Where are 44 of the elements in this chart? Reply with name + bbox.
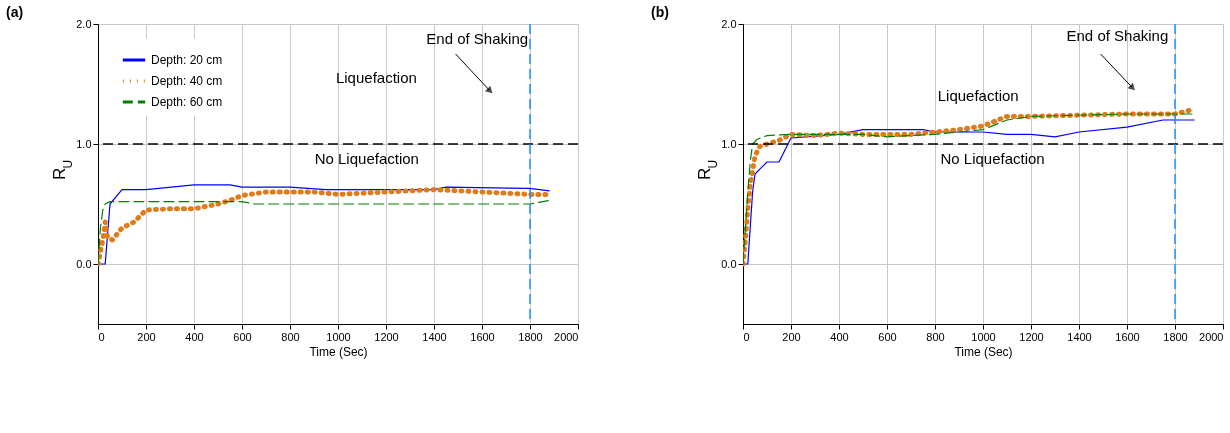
y-tick-label: 1.0 xyxy=(721,137,737,150)
y-tick-label: 2.0 xyxy=(721,17,737,30)
x-tick-label: 1400 xyxy=(422,330,447,343)
x-tick-label: 400 xyxy=(830,330,849,343)
y-axis-title: RU xyxy=(695,159,720,180)
annotation: No Liquefaction xyxy=(314,150,419,167)
x-tick-label: 1600 xyxy=(1115,330,1140,343)
x-tick-label: 1400 xyxy=(1067,330,1092,343)
x-tick-label: 0 xyxy=(743,330,750,343)
x-axis-title: Time (Sec) xyxy=(309,344,368,359)
y-axis-title: RU xyxy=(50,159,75,180)
x-tick-label: 1000 xyxy=(971,330,996,343)
legend-label: Depth: 60 cm xyxy=(151,95,223,109)
legend-label: Depth: 40 cm xyxy=(151,74,223,88)
chart-title: (a) xyxy=(6,4,24,20)
x-axis-title: Time (Sec) xyxy=(954,344,1013,359)
x-tick-label: 0 xyxy=(98,330,105,343)
y-tick-label: 1.0 xyxy=(76,137,92,150)
x-tick-label: 600 xyxy=(233,330,252,343)
x-tick-label: 400 xyxy=(185,330,204,343)
x-tick-label: 200 xyxy=(137,330,156,343)
x-tick-label: 1200 xyxy=(1019,330,1044,343)
x-tick-label: 1600 xyxy=(470,330,495,343)
y-tick-label: 0.0 xyxy=(721,257,737,270)
x-tick-label: 800 xyxy=(926,330,945,343)
legend-label: Depth: 20 cm xyxy=(151,53,223,67)
x-tick-label: 2000 xyxy=(554,330,579,343)
x-tick-label: 200 xyxy=(782,330,801,343)
annotation: Liquefaction xyxy=(335,69,417,86)
annotation: End of Shaking xyxy=(426,30,529,47)
x-tick-label: 1800 xyxy=(518,330,543,343)
chart-title: (b) xyxy=(651,4,669,20)
y-tick-label: 2.0 xyxy=(76,17,92,30)
x-tick-label: 600 xyxy=(878,330,897,343)
annotation: Liquefaction xyxy=(937,87,1019,104)
x-tick-label: 1800 xyxy=(1163,330,1188,343)
annotation: End of Shaking xyxy=(1066,27,1169,44)
y-tick-label: 0.0 xyxy=(76,257,92,270)
x-tick-label: 2000 xyxy=(1199,330,1224,343)
x-tick-label: 1000 xyxy=(326,330,351,343)
x-tick-label: 800 xyxy=(281,330,300,343)
line-series xyxy=(98,199,550,265)
annotation: No Liquefaction xyxy=(940,150,1045,167)
x-tick-label: 1200 xyxy=(374,330,399,343)
